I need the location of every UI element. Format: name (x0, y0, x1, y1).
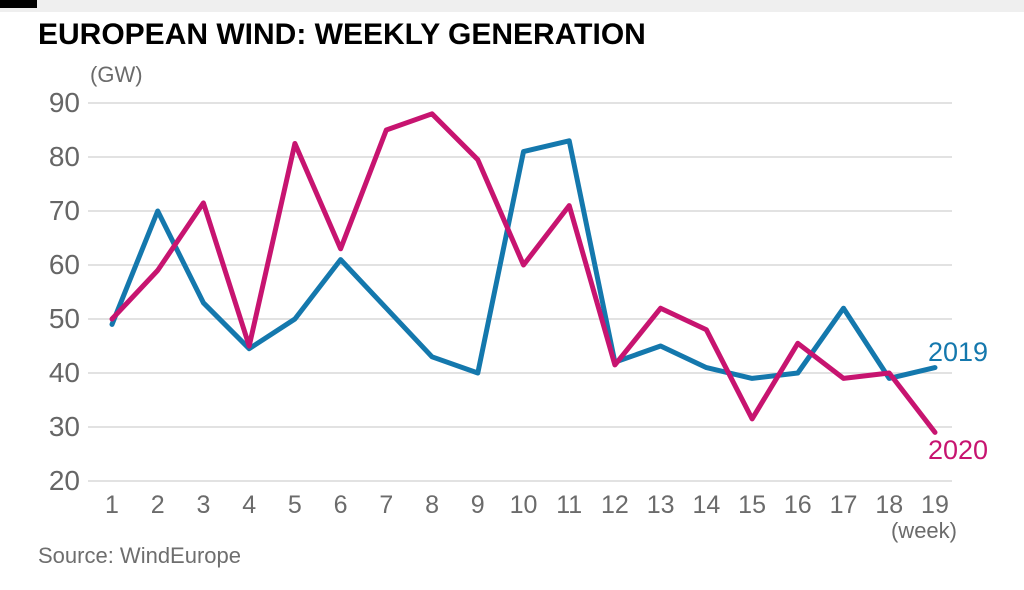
x-tick-label: 1 (105, 491, 119, 519)
y-tick-label: 90 (48, 87, 80, 118)
y-tick-label: 30 (48, 411, 80, 442)
series-line-2020 (109, 111, 938, 435)
y-tick-label: 60 (48, 249, 80, 280)
y-tick-label: 70 (48, 195, 80, 226)
y-tick-label: 40 (48, 357, 80, 388)
x-tick-label: 2 (150, 491, 165, 519)
x-tick-label: 4 (242, 491, 257, 519)
x-tick-label: 5 (287, 491, 302, 519)
x-tick-label: 3 (196, 491, 211, 519)
x-tick-label: 19 (921, 491, 949, 519)
x-tick-label: 13 (646, 491, 675, 519)
y-tick-label: 50 (48, 303, 80, 334)
x-tick-label: 9 (470, 491, 485, 519)
series-line-2019 (109, 138, 938, 381)
top-strip (0, 0, 1024, 12)
x-tick-label: 11 (556, 491, 583, 519)
y-tick-label: 20 (48, 465, 80, 496)
x-tick-label: 10 (509, 491, 538, 519)
x-tick-label: 17 (829, 491, 858, 519)
top-corner-tab (0, 0, 37, 8)
x-tick-label: 12 (601, 491, 629, 519)
x-tick-label: 15 (738, 491, 766, 519)
y-tick-label: 80 (48, 141, 80, 172)
x-tick-label: 14 (692, 491, 721, 519)
x-tick-label: 6 (333, 491, 348, 519)
x-tick-label: 7 (379, 491, 394, 519)
chart-title: EUROPEAN WIND: WEEKLY GENERATION (38, 18, 646, 51)
y-axis-unit-label: (GW) (90, 62, 143, 87)
series-label-2019: 2019 (928, 336, 989, 367)
x-axis-unit-label: (week) (890, 518, 957, 543)
series-label-2020: 2020 (928, 435, 989, 466)
x-tick-label: 16 (783, 491, 812, 519)
x-tick-label: 18 (875, 491, 904, 519)
x-tick-label: 8 (425, 491, 439, 519)
source-note: Source: WindEurope (38, 543, 241, 568)
